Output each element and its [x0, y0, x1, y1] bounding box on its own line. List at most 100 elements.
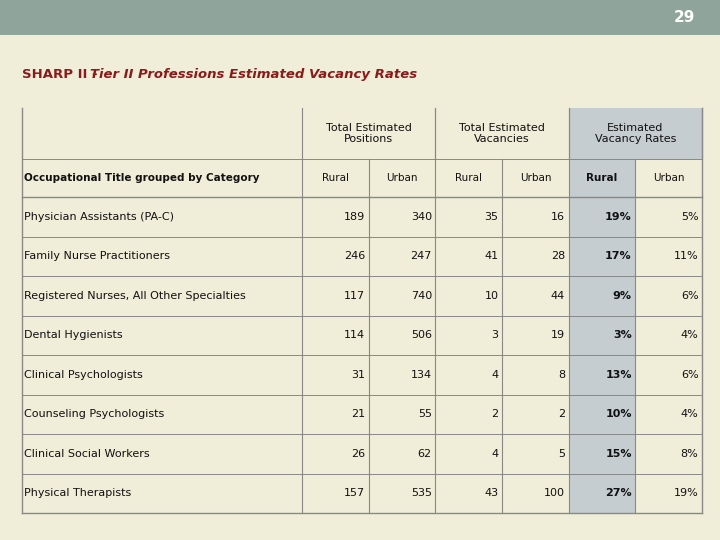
Bar	[436, 395, 502, 434]
Text: Rural: Rural	[455, 173, 482, 183]
Text: 3%: 3%	[613, 330, 631, 340]
Text: Urban: Urban	[653, 173, 685, 183]
Text: 35: 35	[485, 212, 498, 222]
Bar	[302, 434, 369, 474]
Bar	[569, 315, 635, 355]
Bar	[436, 108, 569, 159]
Bar	[502, 159, 569, 197]
Bar	[569, 355, 635, 395]
Text: 10: 10	[485, 291, 498, 301]
Bar	[22, 315, 302, 355]
Bar	[635, 159, 702, 197]
Bar	[369, 434, 436, 474]
Text: 340: 340	[410, 212, 432, 222]
Bar	[436, 237, 502, 276]
Text: 189: 189	[344, 212, 365, 222]
Bar	[569, 395, 635, 434]
Bar	[302, 276, 369, 315]
Bar	[436, 355, 502, 395]
Bar	[22, 474, 302, 513]
Bar	[502, 434, 569, 474]
Text: 43: 43	[485, 488, 498, 498]
Bar	[369, 315, 436, 355]
Text: 19: 19	[551, 330, 565, 340]
Text: 506: 506	[411, 330, 432, 340]
Text: Registered Nurses, All Other Specialties: Registered Nurses, All Other Specialties	[24, 291, 246, 301]
Text: Rural: Rural	[586, 173, 618, 183]
Bar	[502, 474, 569, 513]
Bar	[302, 108, 436, 159]
Text: 114: 114	[344, 330, 365, 340]
Text: 4: 4	[491, 449, 498, 459]
Text: 4: 4	[491, 370, 498, 380]
Bar	[569, 434, 635, 474]
Text: 55: 55	[418, 409, 432, 419]
Bar	[635, 276, 702, 315]
Text: Total Estimated
Positions: Total Estimated Positions	[326, 123, 412, 144]
Text: Family Nurse Practitioners: Family Nurse Practitioners	[24, 251, 171, 261]
Bar	[302, 355, 369, 395]
Text: 21: 21	[351, 409, 365, 419]
Bar	[436, 276, 502, 315]
Text: 3: 3	[492, 330, 498, 340]
Text: Estimated
Vacancy Rates: Estimated Vacancy Rates	[595, 123, 676, 144]
Text: 6%: 6%	[681, 291, 698, 301]
Bar	[635, 355, 702, 395]
Bar	[302, 315, 369, 355]
Text: Urban: Urban	[387, 173, 418, 183]
Bar	[22, 237, 302, 276]
Bar	[369, 197, 436, 237]
Bar	[0, 0, 720, 35]
Text: Total Estimated
Vacancies: Total Estimated Vacancies	[459, 123, 545, 144]
Text: 41: 41	[485, 251, 498, 261]
Bar	[22, 434, 302, 474]
Text: Tier II Professions Estimated Vacancy Rates: Tier II Professions Estimated Vacancy Ra…	[90, 68, 417, 81]
Text: 117: 117	[344, 291, 365, 301]
Bar	[569, 159, 635, 197]
Bar	[369, 237, 436, 276]
Text: 6%: 6%	[681, 370, 698, 380]
Bar	[22, 395, 302, 434]
Bar	[369, 355, 436, 395]
Text: 19%: 19%	[605, 212, 631, 222]
Bar	[502, 276, 569, 315]
Text: 246: 246	[344, 251, 365, 261]
Bar	[436, 159, 502, 197]
Text: 26: 26	[351, 449, 365, 459]
Text: Physician Assistants (PA-C): Physician Assistants (PA-C)	[24, 212, 174, 222]
Bar	[22, 197, 302, 237]
Text: Clinical Psychologists: Clinical Psychologists	[24, 370, 143, 380]
Text: 740: 740	[410, 291, 432, 301]
Text: 17%: 17%	[605, 251, 631, 261]
Bar	[436, 434, 502, 474]
Text: Physical Therapists: Physical Therapists	[24, 488, 132, 498]
Text: 9%: 9%	[613, 291, 631, 301]
Bar	[436, 197, 502, 237]
Bar	[569, 237, 635, 276]
Text: SHARP II -: SHARP II -	[22, 68, 102, 81]
Bar	[22, 159, 302, 197]
Text: 247: 247	[410, 251, 432, 261]
Text: 31: 31	[351, 370, 365, 380]
Bar	[569, 474, 635, 513]
Text: 5: 5	[558, 449, 565, 459]
Text: 27%: 27%	[605, 488, 631, 498]
Bar	[635, 434, 702, 474]
Text: 134: 134	[410, 370, 432, 380]
Bar	[502, 315, 569, 355]
Bar	[635, 474, 702, 513]
Text: 2: 2	[558, 409, 565, 419]
Bar	[369, 395, 436, 434]
Text: 4%: 4%	[680, 330, 698, 340]
Text: 28: 28	[551, 251, 565, 261]
Text: 4%: 4%	[680, 409, 698, 419]
Text: 5%: 5%	[681, 212, 698, 222]
Bar	[302, 237, 369, 276]
Bar	[635, 395, 702, 434]
Bar	[369, 159, 436, 197]
Bar	[369, 276, 436, 315]
Bar	[502, 197, 569, 237]
Bar	[569, 197, 635, 237]
Bar	[436, 474, 502, 513]
Text: 535: 535	[411, 488, 432, 498]
